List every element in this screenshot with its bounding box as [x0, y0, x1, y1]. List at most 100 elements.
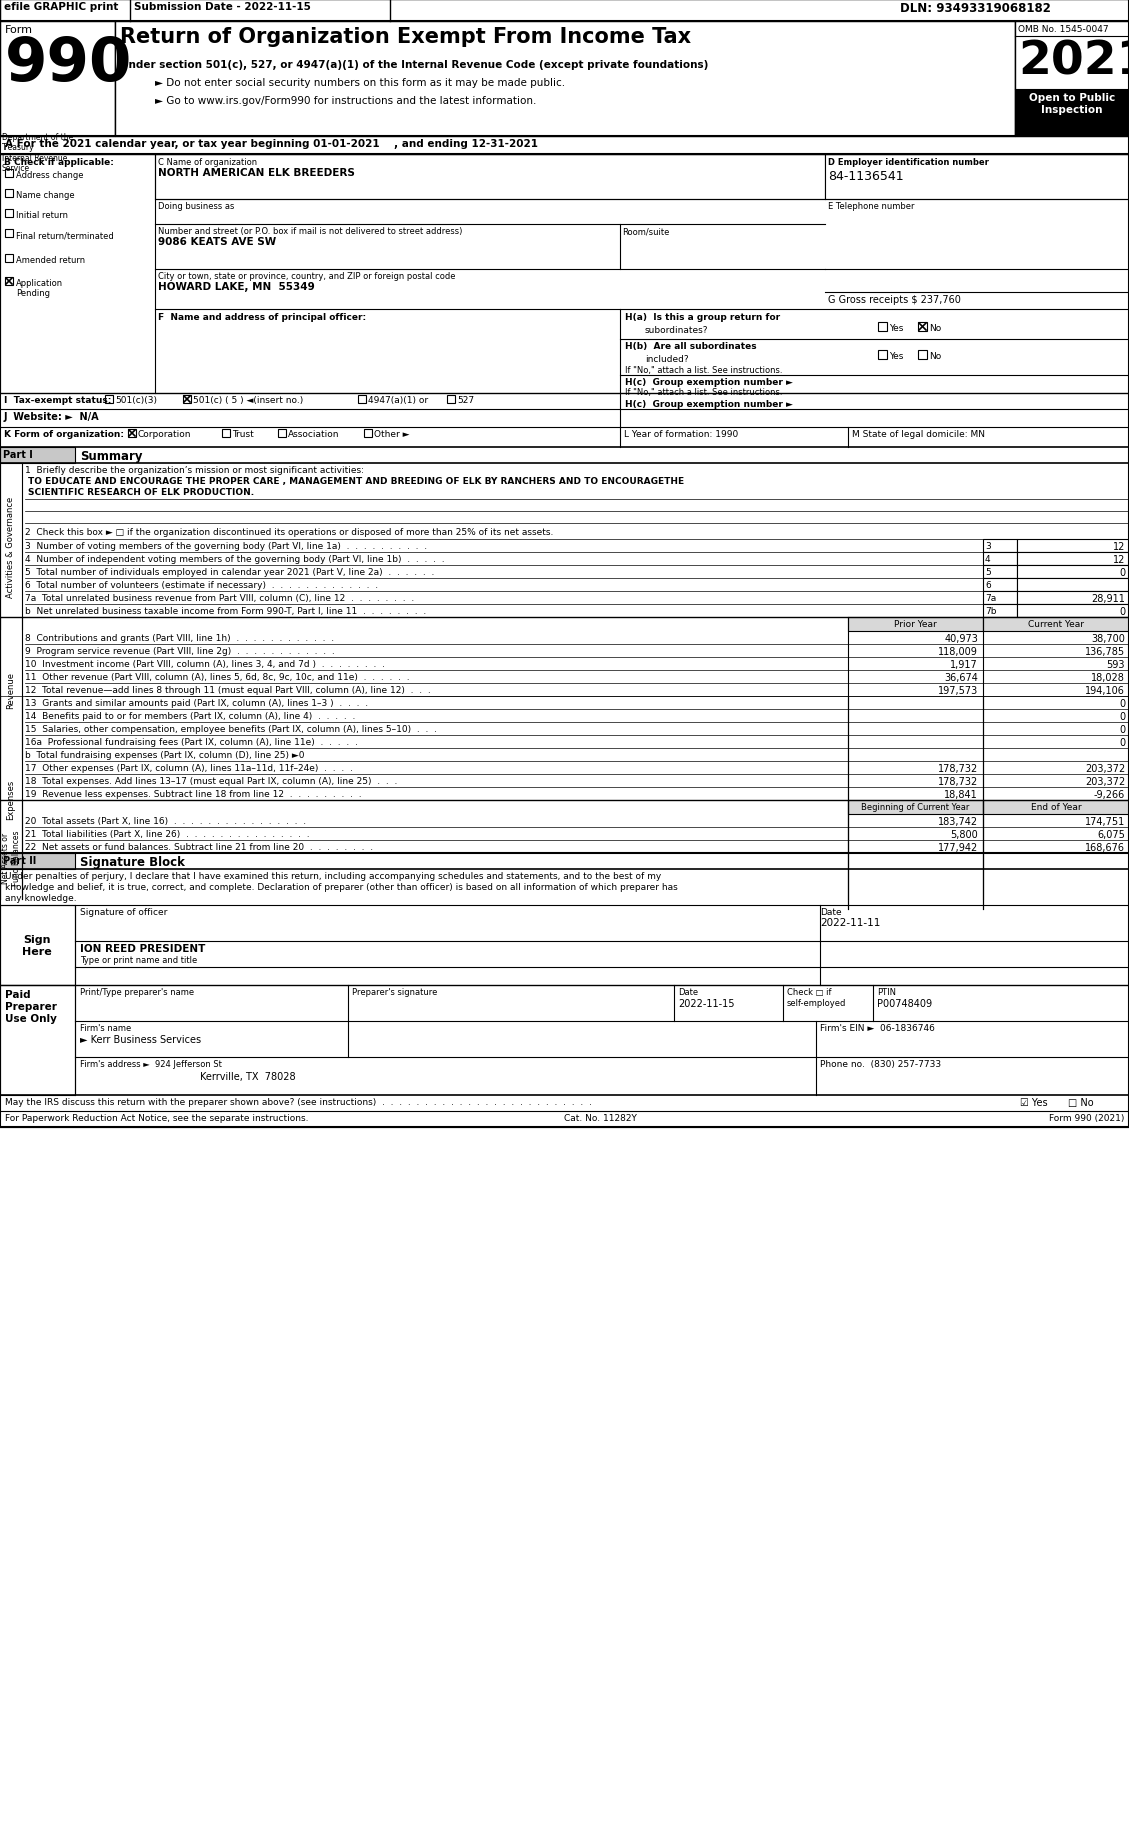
- Text: Signature of officer: Signature of officer: [80, 908, 167, 917]
- Bar: [5, 190, 14, 198]
- Text: No: No: [929, 351, 942, 361]
- Text: 19  Revenue less expenses. Subtract line 18 from line 12  .  .  .  .  .  .  .  .: 19 Revenue less expenses. Subtract line …: [25, 789, 361, 798]
- Bar: [0, 448, 75, 463]
- Text: Date: Date: [679, 988, 698, 997]
- Bar: [1017, 591, 1129, 604]
- Bar: [447, 395, 455, 404]
- Bar: [878, 322, 887, 331]
- Text: Open to Public
Inspection: Open to Public Inspection: [1029, 93, 1115, 115]
- Text: I  Tax-exempt status:: I Tax-exempt status:: [5, 395, 112, 404]
- Text: 2021: 2021: [1018, 38, 1129, 84]
- Text: 5  Total number of individuals employed in calendar year 2021 (Part V, line 2a) : 5 Total number of individuals employed i…: [25, 567, 435, 576]
- Text: Activities & Governance: Activities & Governance: [7, 496, 16, 597]
- Text: 197,573: 197,573: [938, 686, 978, 695]
- Bar: [364, 430, 371, 437]
- Text: 84-1136541: 84-1136541: [828, 170, 903, 183]
- Text: 13  Grants and similar amounts paid (Part IX, column (A), lines 1–3 )  .  .  .  : 13 Grants and similar amounts paid (Part…: [25, 699, 368, 708]
- Text: If "No," attach a list. See instructions.: If "No," attach a list. See instructions…: [625, 388, 782, 397]
- Bar: [1017, 578, 1129, 591]
- Text: 18  Total expenses. Add lines 13–17 (must equal Part IX, column (A), line 25)  .: 18 Total expenses. Add lines 13–17 (must…: [25, 776, 397, 785]
- Text: Address change: Address change: [16, 170, 84, 179]
- Bar: [983, 553, 1017, 565]
- Text: Check □ if: Check □ if: [787, 988, 831, 997]
- Text: Room/suite: Room/suite: [622, 227, 669, 236]
- Bar: [983, 540, 1017, 553]
- Bar: [983, 565, 1017, 578]
- Text: 2022-11-11: 2022-11-11: [820, 917, 881, 928]
- Text: b  Net unrelated business taxable income from Form 990-T, Part I, line 11  .  . : b Net unrelated business taxable income …: [25, 608, 427, 615]
- Text: 40,973: 40,973: [944, 633, 978, 644]
- Bar: [5, 278, 14, 285]
- Text: 18,841: 18,841: [944, 789, 978, 800]
- Text: Number and street (or P.O. box if mail is not delivered to street address): Number and street (or P.O. box if mail i…: [158, 227, 463, 236]
- Text: ► Go to www.irs.gov/Form990 for instructions and the latest information.: ► Go to www.irs.gov/Form990 for instruct…: [155, 95, 536, 106]
- Text: Net Assets or
Fund Balances: Net Assets or Fund Balances: [1, 829, 20, 886]
- Bar: [115, 22, 1015, 137]
- Text: PTIN: PTIN: [877, 988, 896, 997]
- Text: Kerrville, TX  78028: Kerrville, TX 78028: [200, 1071, 296, 1082]
- Text: Form: Form: [5, 26, 33, 35]
- Text: 593: 593: [1106, 659, 1124, 670]
- Text: 168,676: 168,676: [1085, 842, 1124, 853]
- Text: TO EDUCATE AND ENCOURAGE THE PROPER CARE , MANAGEMENT AND BREEDING OF ELK BY RAN: TO EDUCATE AND ENCOURAGE THE PROPER CARE…: [28, 478, 684, 485]
- Text: If "No," attach a list. See instructions.: If "No," attach a list. See instructions…: [625, 366, 782, 375]
- Text: City or town, state or province, country, and ZIP or foreign postal code: City or town, state or province, country…: [158, 273, 455, 280]
- Text: Yes: Yes: [889, 324, 903, 333]
- Text: 203,372: 203,372: [1085, 776, 1124, 787]
- Text: 7a  Total unrelated business revenue from Part VIII, column (C), line 12  .  .  : 7a Total unrelated business revenue from…: [25, 593, 414, 602]
- Bar: [983, 578, 1017, 591]
- Text: Doing business as: Doing business as: [158, 201, 235, 210]
- Text: 5: 5: [984, 567, 991, 576]
- Text: Trust: Trust: [231, 430, 254, 439]
- Text: 4: 4: [984, 554, 990, 564]
- Bar: [1017, 540, 1129, 553]
- Text: Submission Date - 2022-11-15: Submission Date - 2022-11-15: [134, 2, 310, 13]
- Text: Form 990 (2021): Form 990 (2021): [1049, 1113, 1124, 1122]
- Bar: [878, 351, 887, 361]
- Text: 1,917: 1,917: [951, 659, 978, 670]
- Text: B Check if applicable:: B Check if applicable:: [5, 157, 114, 167]
- Text: Application
Pending: Application Pending: [16, 278, 63, 298]
- Bar: [5, 231, 14, 238]
- Bar: [278, 430, 286, 437]
- Text: 11  Other revenue (Part VIII, column (A), lines 5, 6d, 8c, 9c, 10c, and 11e)  . : 11 Other revenue (Part VIII, column (A),…: [25, 673, 410, 681]
- Text: Use Only: Use Only: [5, 1014, 56, 1023]
- Bar: [5, 210, 14, 218]
- Text: HOWARD LAKE, MN  55349: HOWARD LAKE, MN 55349: [158, 282, 315, 291]
- Text: 3: 3: [984, 542, 991, 551]
- Bar: [848, 619, 983, 631]
- Text: 16a  Professional fundraising fees (Part IX, column (A), line 11e)  .  .  .  .  : 16a Professional fundraising fees (Part …: [25, 737, 358, 747]
- Text: E Telephone number: E Telephone number: [828, 201, 914, 210]
- Text: ► Kerr Business Services: ► Kerr Business Services: [80, 1034, 201, 1045]
- Text: Name change: Name change: [16, 190, 75, 199]
- Text: 6,075: 6,075: [1097, 829, 1124, 840]
- Text: 2  Check this box ► □ if the organization discontinued its operations or dispose: 2 Check this box ► □ if the organization…: [25, 527, 553, 536]
- Text: F  Name and address of principal officer:: F Name and address of principal officer:: [158, 313, 366, 322]
- Text: J  Website: ►  N/A: J Website: ► N/A: [5, 412, 99, 421]
- Text: 0: 0: [1119, 712, 1124, 721]
- Text: ☑ Yes: ☑ Yes: [1019, 1098, 1048, 1107]
- Text: 2022-11-15: 2022-11-15: [679, 999, 735, 1008]
- Text: 1  Briefly describe the organization’s mission or most significant activities:: 1 Briefly describe the organization’s mi…: [25, 467, 364, 474]
- Bar: [0, 0, 1129, 22]
- Text: ION REED PRESIDENT: ION REED PRESIDENT: [80, 944, 205, 953]
- Text: efile GRAPHIC print: efile GRAPHIC print: [5, 2, 119, 13]
- Text: 501(c) ( 5 ) ◄(insert no.): 501(c) ( 5 ) ◄(insert no.): [193, 395, 304, 404]
- Text: 28,911: 28,911: [1091, 593, 1124, 604]
- Text: May the IRS discuss this return with the preparer shown above? (see instructions: May the IRS discuss this return with the…: [5, 1098, 592, 1107]
- Text: 0: 0: [1119, 567, 1124, 578]
- Bar: [183, 395, 191, 404]
- Text: H(c)  Group exemption number ►: H(c) Group exemption number ►: [625, 377, 793, 386]
- Bar: [358, 395, 366, 404]
- Text: 990: 990: [5, 35, 132, 93]
- Bar: [155, 156, 825, 199]
- Bar: [0, 0, 1129, 1127]
- Text: 8  Contributions and grants (Part VIII, line 1h)  .  .  .  .  .  .  .  .  .  .  : 8 Contributions and grants (Part VIII, l…: [25, 633, 334, 642]
- Text: H(b)  Are all subordinates: H(b) Are all subordinates: [625, 342, 756, 351]
- Text: 18,028: 18,028: [1091, 673, 1124, 683]
- Text: Prior Year: Prior Year: [894, 620, 936, 630]
- Text: Firm's name: Firm's name: [80, 1023, 131, 1032]
- Text: Firm's address ►  924 Jefferson St: Firm's address ► 924 Jefferson St: [80, 1060, 222, 1069]
- Text: ► Do not enter social security numbers on this form as it may be made public.: ► Do not enter social security numbers o…: [155, 79, 566, 88]
- Text: any knowledge.: any knowledge.: [5, 893, 77, 902]
